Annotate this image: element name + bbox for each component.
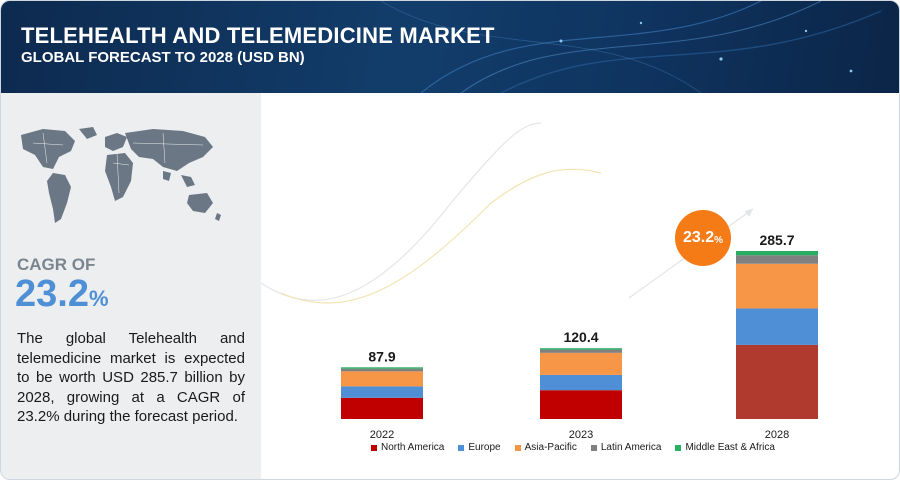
bar-latin-america-2022 (341, 368, 423, 372)
legend-label-asia-pacific: Asia-Pacific (524, 442, 577, 453)
legend-item-asia-pacific: Asia-Pacific (514, 442, 577, 453)
cagr-percent-sign: % (88, 286, 109, 311)
bar-north-america-2023 (540, 390, 622, 419)
bar-asia-pacific-2023 (540, 352, 622, 375)
bar-asia-pacific-2028 (736, 263, 818, 309)
legend-label-middle-east-africa: Middle East & Africa (685, 442, 775, 453)
x-tick-label-2023: 2023 (569, 429, 593, 441)
legend-swatch-middle-east-africa (675, 444, 682, 451)
chart-area: 87.9 2022 120.4 2023 285.7 2028 23.2% North A… (261, 93, 899, 479)
header-decoration (380, 1, 882, 93)
cagr-number: 23.2 (15, 273, 89, 315)
bar-latin-america-2023 (540, 349, 622, 353)
x-tick-label-2022: 2022 (370, 429, 394, 441)
legend-swatch-europe (458, 444, 465, 451)
total-label-2028: 285.7 (759, 232, 794, 248)
bar-latin-america-2028 (736, 255, 818, 264)
bar-north-america-2028 (736, 344, 818, 419)
bar-europe-2022 (341, 386, 423, 398)
world-map-icon (13, 123, 228, 238)
total-label-2022: 87.9 (368, 348, 395, 364)
legend-swatch-asia-pacific (514, 444, 521, 451)
bar-europe-2028 (736, 308, 818, 345)
x-tick-label-2028: 2028 (765, 429, 789, 441)
legend-label-latin-america: Latin America (600, 442, 662, 453)
bar-north-america-2022 (341, 397, 423, 419)
bar-middle-east-africa-2022 (341, 367, 423, 369)
cagr-bubble-value: 23.2 (682, 229, 715, 246)
total-label-2023: 120.4 (563, 329, 598, 345)
legend-label-north-america: North America (381, 442, 445, 453)
legend-swatch-north-america (371, 444, 377, 451)
legend-swatch-latin-america (590, 444, 597, 451)
growth-arrow-head (745, 209, 753, 217)
legend-item-latin-america: Latin America (590, 442, 662, 453)
header-banner: TELEHEALTH AND TELEMEDICINE MARKET GLOBA… (1, 1, 899, 93)
bar-europe-2023 (540, 374, 622, 391)
left-panel: CAGR OF 23.2% The global Telehealth and … (1, 93, 261, 479)
bar-middle-east-africa-2028 (736, 251, 818, 256)
decorative-curve (261, 122, 542, 301)
legend-label-europe: Europe (468, 442, 501, 453)
legend-item-north-america: North America (371, 442, 444, 453)
cagr-value: 23.2% (15, 273, 109, 316)
legend-item-europe: Europe (458, 442, 501, 453)
bar-asia-pacific-2022 (341, 371, 423, 387)
stacked-bar-chart: 87.9 2022 120.4 2023 285.7 2028 (261, 122, 818, 441)
legend-item-middle-east-africa: Middle East & Africa (675, 442, 775, 453)
cagr-bubble-percent: % (714, 234, 724, 246)
page-title: TELEHEALTH AND TELEMEDICINE MARKET (21, 23, 495, 48)
bar-middle-east-africa-2023 (540, 348, 622, 350)
chart-legend: North America Europe Asia-Pacific Latin Ame… (371, 442, 775, 453)
cagr-label: CAGR OF (17, 255, 96, 274)
market-description: The global Telehealth and telemedicine m… (17, 330, 245, 425)
page-subtitle: GLOBAL FORECAST TO 2028 (USD BN) (21, 49, 305, 66)
cagr-bubble: 23.2% (675, 210, 731, 266)
decorative-curve-2 (280, 168, 602, 304)
